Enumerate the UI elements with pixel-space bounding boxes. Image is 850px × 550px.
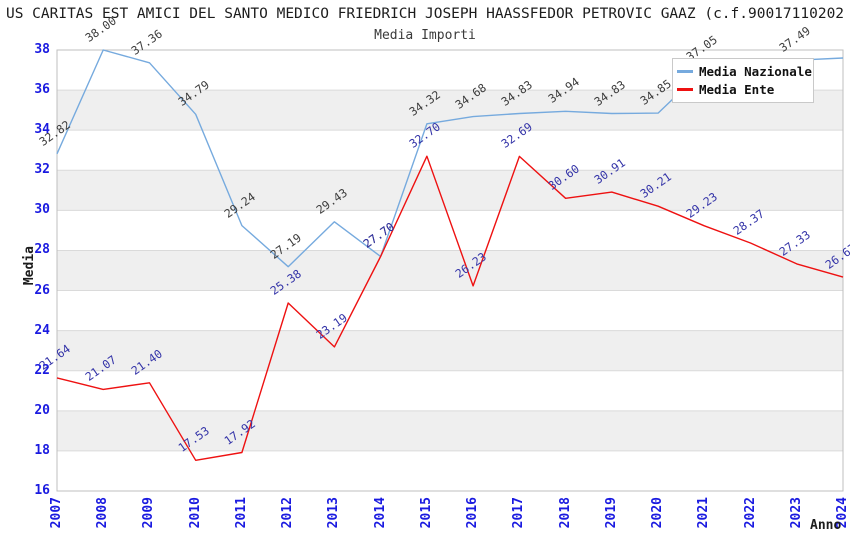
legend-item-media-ente: Media Ente — [673, 82, 813, 97]
y-tick-label: 36 — [34, 82, 50, 98]
y-tick-label: 38 — [34, 42, 50, 57]
x-tick-label: 2022 — [742, 497, 758, 529]
x-tick-label: 2018 — [557, 497, 573, 529]
legend-label: Media Nazionale — [699, 64, 812, 79]
chart-legend: Media Nazionale Media Ente — [672, 58, 814, 103]
x-tick-label: 2013 — [326, 497, 342, 529]
x-axis-title: Anno — [810, 518, 842, 533]
x-tick-label: 2015 — [418, 497, 434, 529]
chart-subtitle: Media Importi — [374, 28, 476, 43]
media-ente-line — [56, 155, 844, 461]
media-nazionale-swatch-icon — [677, 70, 693, 73]
x-tick-label: 2019 — [603, 497, 619, 529]
y-tick-label: 28 — [34, 242, 50, 258]
y-tick-label: 18 — [34, 442, 50, 458]
legend-item-media-nazionale: Media Nazionale — [673, 64, 813, 79]
page-title: US CARITAS EST AMICI DEL SANTO MEDICO FR… — [5, 6, 845, 22]
x-tick-label: 2023 — [788, 497, 804, 529]
y-tick-label: 30 — [34, 202, 50, 218]
band — [57, 410, 843, 451]
band — [57, 250, 843, 291]
y-tick-label: 24 — [34, 322, 50, 338]
x-tick-label: 2017 — [511, 497, 527, 529]
x-tick-label: 2009 — [141, 497, 157, 529]
x-tick-label: 2012 — [280, 497, 296, 529]
x-tick-label: 2011 — [233, 497, 249, 529]
band — [57, 330, 843, 371]
x-tick-label: 2010 — [187, 497, 203, 529]
y-tick-label: 34 — [34, 122, 50, 138]
legend-label: Media Ente — [699, 82, 775, 97]
x-tick-label: 2008 — [95, 497, 111, 529]
x-tick-label: 2021 — [696, 497, 712, 529]
plot-border — [56, 49, 844, 492]
y-tick-label: 26 — [34, 282, 50, 298]
y-tick-label: 20 — [34, 402, 50, 418]
y-tick-label: 32 — [34, 162, 50, 178]
y-tick-label: 22 — [34, 362, 50, 378]
x-tick-label: 2016 — [465, 497, 481, 529]
media-ente-swatch-icon — [677, 88, 693, 91]
x-tick-label: 2007 — [49, 497, 64, 529]
band — [57, 170, 843, 211]
x-tick-label: 2020 — [650, 497, 666, 529]
x-tick-label: 2014 — [372, 497, 388, 529]
y-tick-label: 16 — [34, 483, 50, 498]
